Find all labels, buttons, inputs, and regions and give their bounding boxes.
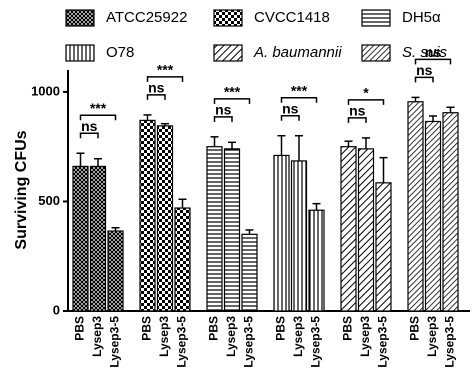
bar xyxy=(156,125,174,312)
x-tick-label: Lysep3-5 xyxy=(175,316,189,368)
bar xyxy=(273,154,290,312)
y-tick-label: 500 xyxy=(38,193,60,208)
x-tick-label: Lysep3 xyxy=(425,316,439,357)
legend-label: O78 xyxy=(106,44,134,61)
bar xyxy=(174,207,191,312)
bar xyxy=(223,148,241,312)
significance-label: ns xyxy=(416,62,433,78)
significance-label: *** xyxy=(224,84,241,100)
x-tick-label: PBS xyxy=(408,316,422,341)
bar xyxy=(107,230,124,312)
significance-label: *** xyxy=(90,100,107,116)
x-tick-label: Lysep3 xyxy=(291,316,305,357)
bar xyxy=(241,233,258,312)
x-tick-label: Lysep3 xyxy=(90,316,104,357)
legend-swatch xyxy=(213,9,243,27)
legend-label: S. suis xyxy=(402,44,448,61)
significance-bracket xyxy=(414,58,452,65)
significance-label: * xyxy=(363,85,369,101)
x-tick-label: Lysep3 xyxy=(157,316,171,357)
x-tick-label: PBS xyxy=(341,316,355,341)
significance-bracket xyxy=(146,76,184,82)
bar xyxy=(424,120,442,312)
x-tick-label: Lysep3-5 xyxy=(443,316,457,368)
x-tick-label: Lysep3 xyxy=(224,316,238,357)
x-tick-label: PBS xyxy=(73,316,87,341)
significance-bracket xyxy=(347,117,367,123)
bar xyxy=(72,165,89,312)
x-tick-label: PBS xyxy=(140,316,154,341)
legend-swatch xyxy=(65,44,95,62)
x-tick-label: Lysep3-5 xyxy=(108,316,122,368)
x-tick-label: Lysep3 xyxy=(358,316,372,357)
x-tick-label: PBS xyxy=(207,316,221,341)
significance-bracket xyxy=(146,94,166,100)
significance-label: *** xyxy=(157,62,174,78)
significance-bracket xyxy=(280,96,318,103)
significance-label: *** xyxy=(291,82,308,98)
significance-bracket xyxy=(79,132,99,139)
significance-bracket xyxy=(280,114,300,121)
x-tick-label: Lysep3-5 xyxy=(376,316,390,368)
legend-label: DH5α xyxy=(402,9,441,26)
significance-bracket xyxy=(213,98,251,104)
bar xyxy=(139,119,156,312)
bar xyxy=(206,146,223,312)
bar xyxy=(308,209,325,312)
bar xyxy=(89,165,107,312)
x-tick-label: Lysep3-5 xyxy=(242,316,256,368)
legend-swatch xyxy=(65,9,95,27)
significance-label: ns xyxy=(425,44,442,60)
y-tick-label: 0 xyxy=(53,302,60,317)
significance-bracket xyxy=(414,76,434,83)
bar xyxy=(340,146,357,312)
legend-swatch xyxy=(213,44,243,62)
x-tick-label: PBS xyxy=(274,316,288,341)
significance-label: ns xyxy=(81,118,98,134)
x-tick-label: Lysep3-5 xyxy=(309,316,323,368)
significance-bracket xyxy=(213,116,233,122)
bar xyxy=(290,160,308,312)
legend-label: CVCC1418 xyxy=(254,9,330,26)
bar xyxy=(375,182,392,312)
significance-bracket xyxy=(347,99,385,105)
significance-label: ns xyxy=(349,103,366,119)
significance-label: ns xyxy=(215,102,232,118)
significance-label: ns xyxy=(282,100,299,116)
bar xyxy=(357,148,375,312)
legend-label: A. baumannii xyxy=(253,44,342,61)
y-axis-label: Surviving CFUs xyxy=(13,130,30,249)
bar xyxy=(442,112,459,312)
legend-swatch xyxy=(361,9,391,27)
significance-label: ns xyxy=(148,80,165,96)
y-tick-label: 1000 xyxy=(31,83,60,98)
legend-swatch xyxy=(361,44,391,62)
bar xyxy=(407,101,424,312)
legend-label: ATCC25922 xyxy=(106,9,187,26)
significance-bracket xyxy=(79,114,117,121)
